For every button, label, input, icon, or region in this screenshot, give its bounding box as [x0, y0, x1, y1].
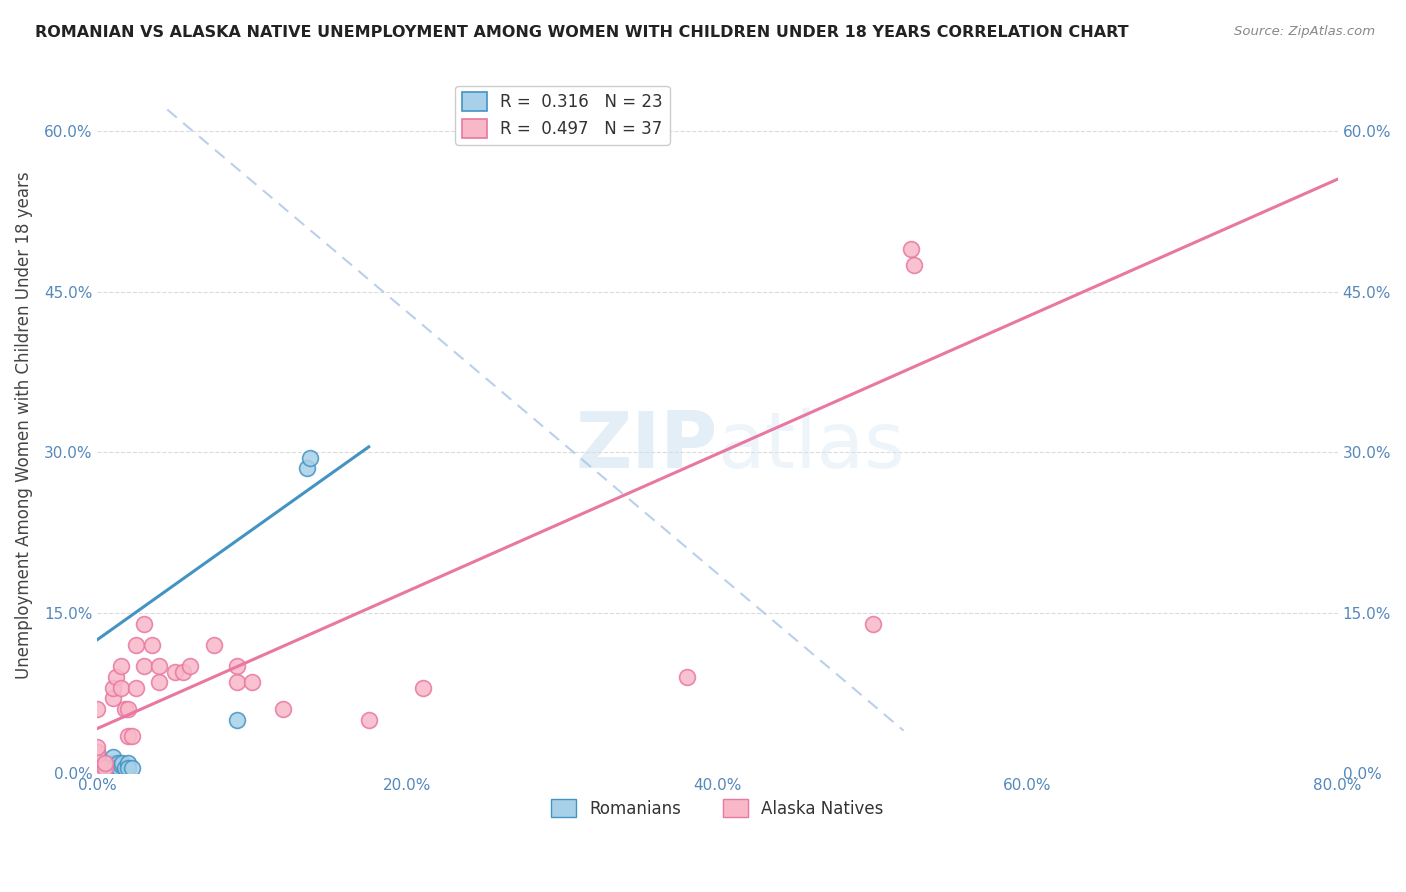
Point — [114, 702, 136, 716]
Point — [202, 638, 225, 652]
Point — [132, 616, 155, 631]
Point — [86, 702, 108, 716]
Point — [903, 258, 925, 272]
Point — [86, 745, 108, 759]
Point — [101, 681, 124, 695]
Point — [125, 638, 148, 652]
Point — [105, 670, 128, 684]
Point — [98, 761, 121, 775]
Point — [110, 757, 132, 772]
Point — [107, 756, 129, 770]
Point — [94, 761, 117, 775]
Point — [110, 681, 132, 695]
Point — [111, 756, 134, 770]
Point — [121, 761, 143, 775]
Point — [132, 659, 155, 673]
Point — [86, 761, 108, 775]
Point — [226, 713, 249, 727]
Point — [94, 761, 117, 775]
Legend: Romanians, Alaska Natives: Romanians, Alaska Natives — [544, 792, 890, 824]
Point — [86, 761, 108, 775]
Point — [357, 713, 380, 727]
Text: ZIP: ZIP — [575, 409, 717, 484]
Point — [117, 761, 139, 775]
Point — [148, 675, 170, 690]
Text: Source: ZipAtlas.com: Source: ZipAtlas.com — [1234, 25, 1375, 38]
Point — [163, 665, 186, 679]
Point — [242, 675, 264, 690]
Point — [86, 766, 108, 780]
Point — [86, 750, 108, 764]
Point — [114, 761, 136, 775]
Point — [108, 761, 131, 775]
Point — [226, 659, 249, 673]
Point — [117, 729, 139, 743]
Point — [412, 681, 434, 695]
Point — [179, 659, 201, 673]
Point — [141, 638, 163, 652]
Point — [101, 691, 124, 706]
Point — [86, 756, 108, 770]
Point — [148, 659, 170, 673]
Point — [295, 461, 318, 475]
Point — [298, 450, 321, 465]
Point — [101, 761, 124, 775]
Point — [273, 702, 295, 716]
Text: atlas: atlas — [717, 409, 905, 484]
Point — [86, 739, 108, 754]
Point — [226, 675, 249, 690]
Point — [101, 750, 124, 764]
Point — [94, 756, 117, 770]
Point — [172, 665, 194, 679]
Point — [121, 729, 143, 743]
Point — [86, 756, 108, 770]
Point — [125, 681, 148, 695]
Point — [105, 757, 128, 772]
Point — [110, 659, 132, 673]
Point — [94, 756, 117, 770]
Point — [86, 745, 108, 759]
Point — [675, 670, 697, 684]
Y-axis label: Unemployment Among Women with Children Under 18 years: Unemployment Among Women with Children U… — [15, 171, 32, 679]
Point — [117, 702, 139, 716]
Point — [117, 756, 139, 770]
Point — [862, 616, 884, 631]
Point — [900, 242, 922, 256]
Point — [101, 756, 124, 770]
Text: ROMANIAN VS ALASKA NATIVE UNEMPLOYMENT AMONG WOMEN WITH CHILDREN UNDER 18 YEARS : ROMANIAN VS ALASKA NATIVE UNEMPLOYMENT A… — [35, 25, 1129, 40]
